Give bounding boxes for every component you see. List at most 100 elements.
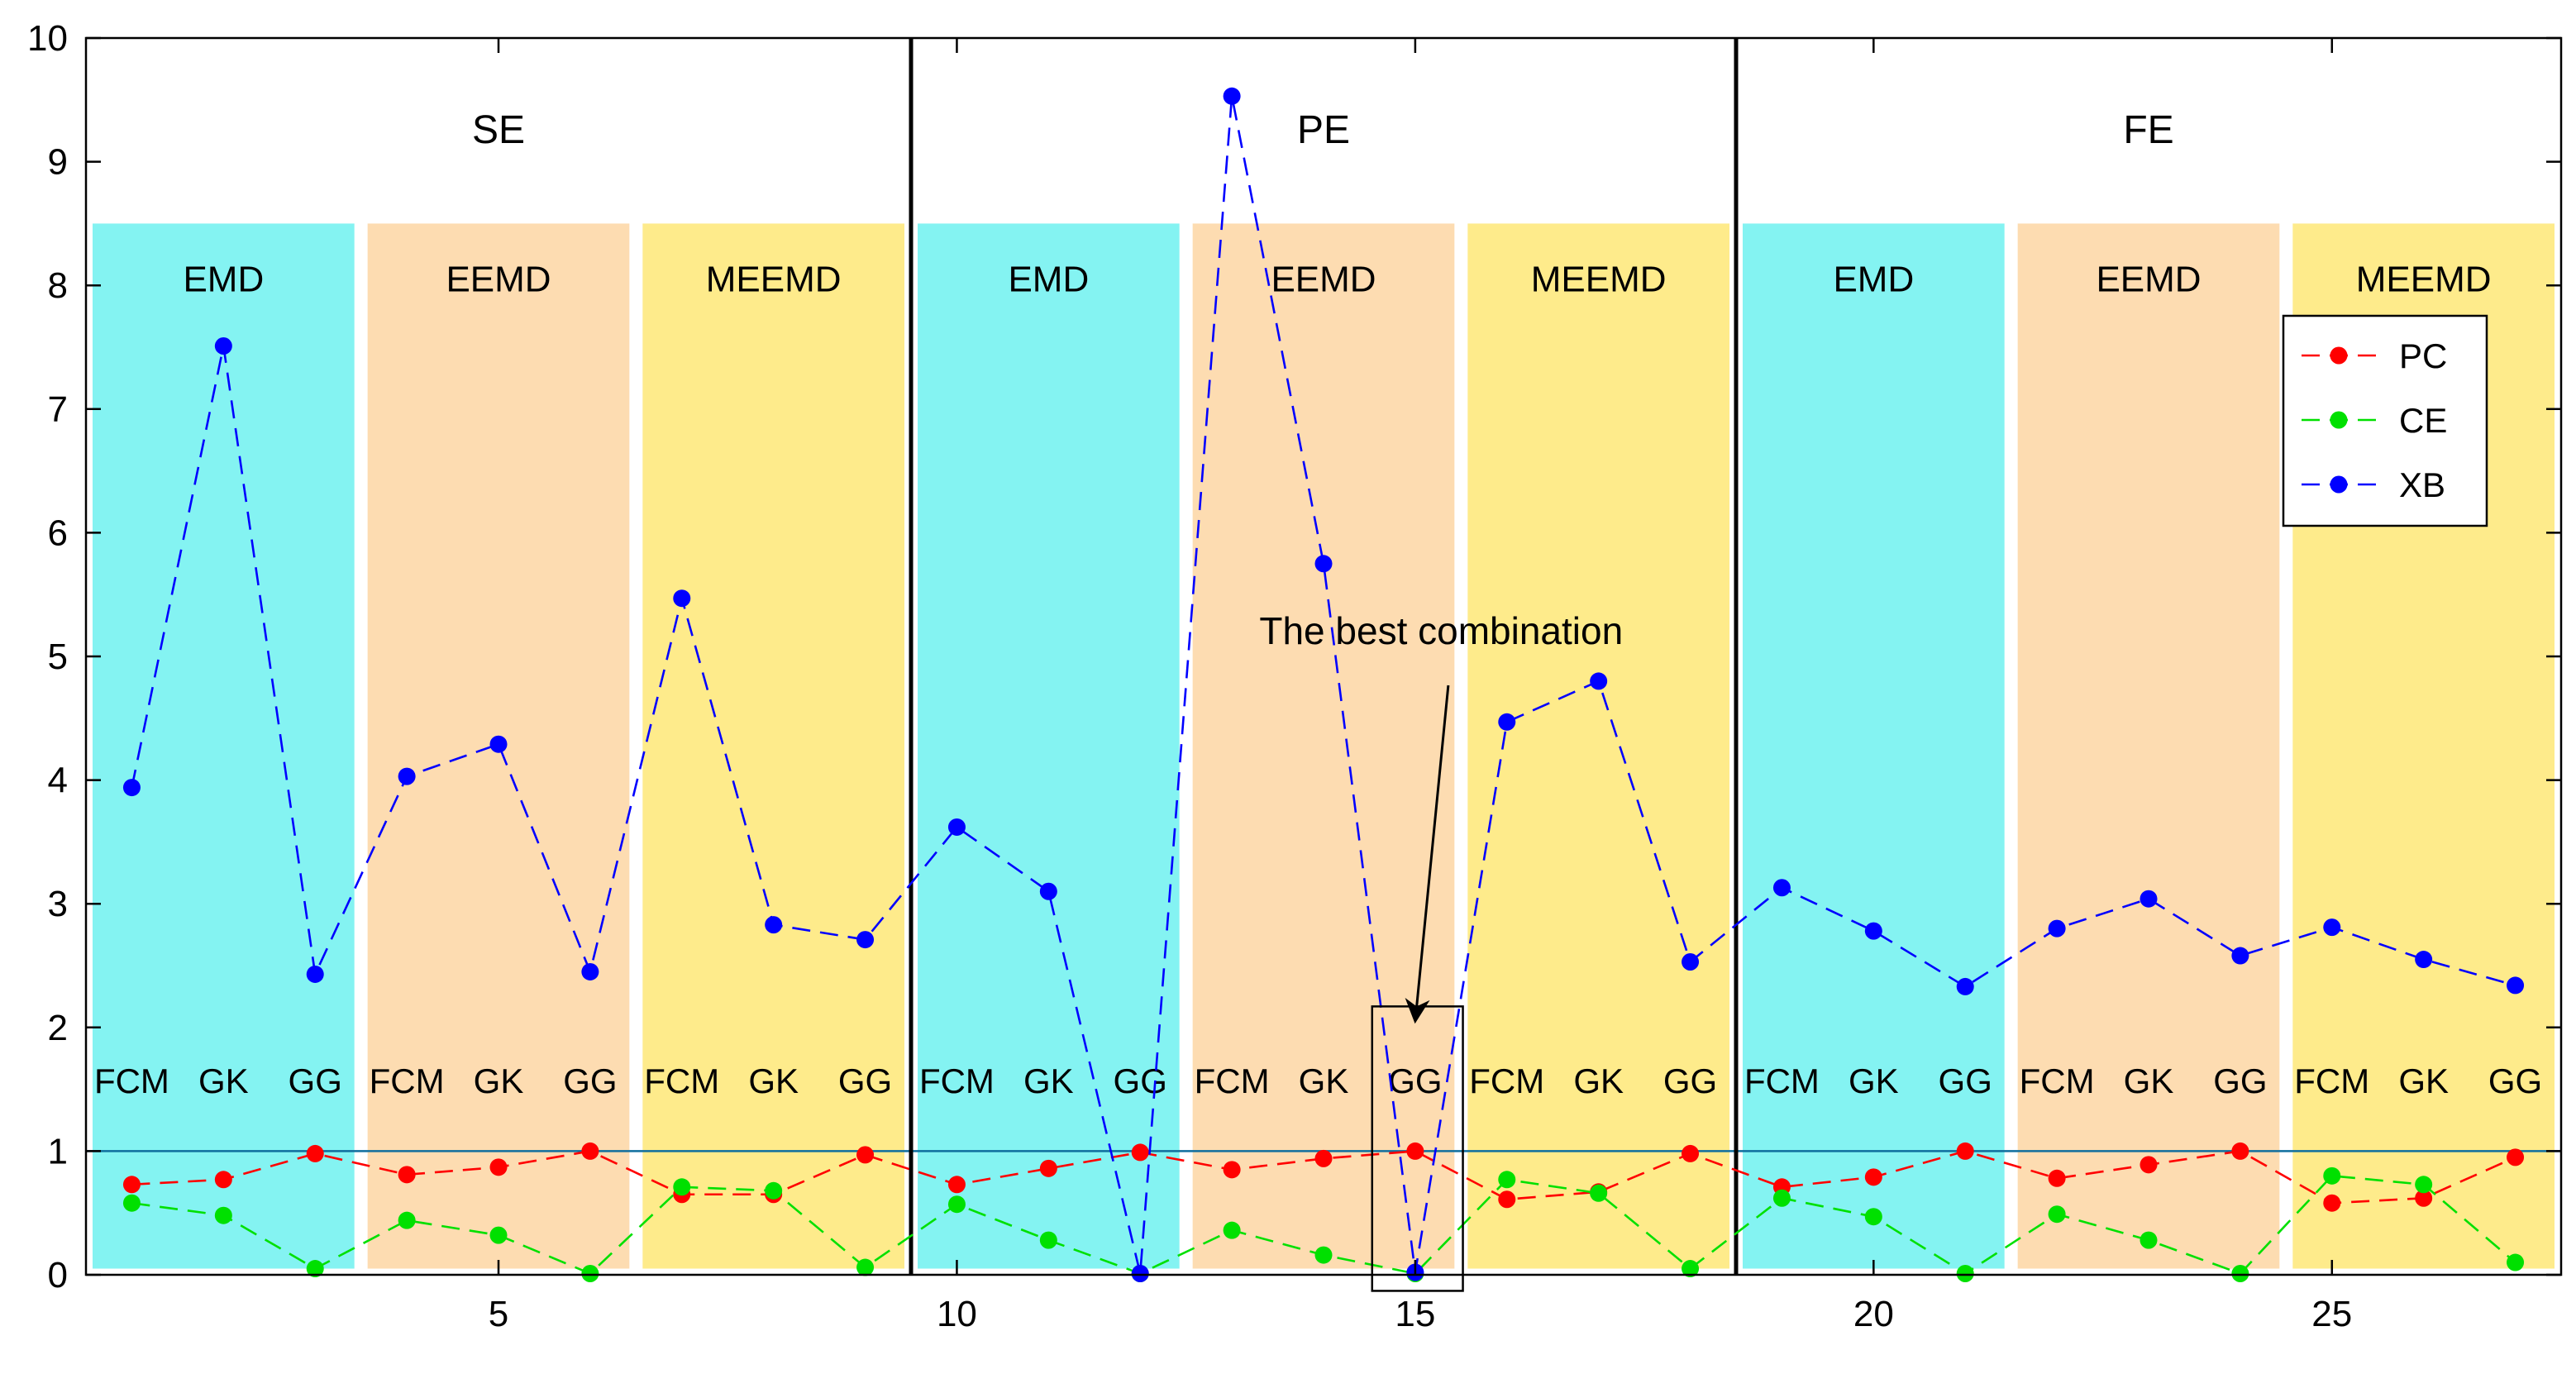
- method-bands: [93, 223, 2555, 1269]
- point-ce-13: [1223, 1221, 1241, 1239]
- method-label-4: EEMD: [1271, 260, 1376, 300]
- y-tick-label-6: 6: [48, 513, 68, 553]
- algorithm-label-26: GK: [2398, 1062, 2449, 1100]
- point-xb-12: [1131, 1265, 1149, 1283]
- y-tick-label-8: 8: [48, 265, 68, 306]
- point-pc-16: [1498, 1190, 1516, 1209]
- point-pc-22: [2048, 1169, 2066, 1187]
- point-xb-27: [2507, 976, 2525, 995]
- algorithm-label-5: GK: [474, 1062, 524, 1100]
- point-pc-11: [1039, 1159, 1057, 1177]
- point-pc-2: [214, 1171, 232, 1189]
- point-ce-22: [2048, 1205, 2066, 1224]
- legend-marker-ce: [2330, 411, 2348, 429]
- point-ce-7: [673, 1178, 691, 1196]
- method-band-5: [1467, 223, 1729, 1269]
- algorithm-label-16: FCM: [1469, 1062, 1544, 1100]
- point-xb-5: [489, 735, 508, 753]
- algorithm-label-20: GK: [1849, 1062, 1899, 1100]
- point-ce-10: [947, 1195, 966, 1214]
- point-pc-6: [581, 1142, 599, 1160]
- point-pc-26: [2415, 1189, 2433, 1207]
- point-pc-25: [2323, 1194, 2341, 1212]
- annotation-arrow: [1405, 685, 1450, 1024]
- point-xb-17: [1590, 672, 1608, 690]
- algorithm-label-11: GK: [1023, 1062, 1074, 1100]
- method-label-3: EMD: [1008, 260, 1089, 300]
- algorithm-label-8: GK: [748, 1062, 799, 1100]
- method-band-3: [918, 223, 1180, 1269]
- algorithm-label-3: GG: [289, 1062, 342, 1100]
- point-ce-5: [489, 1226, 508, 1244]
- x-tick-label-25: 25: [2311, 1294, 2352, 1334]
- group-label-1: PE: [1297, 108, 1350, 152]
- algorithm-label-7: FCM: [644, 1062, 719, 1100]
- legend-marker-pc: [2330, 346, 2348, 365]
- point-xb-21: [1956, 977, 1974, 995]
- point-ce-17: [1590, 1184, 1608, 1202]
- point-xb-18: [1682, 953, 1700, 971]
- point-pc-1: [122, 1176, 141, 1194]
- point-ce-24: [2231, 1265, 2249, 1283]
- algorithm-label-18: GG: [1663, 1062, 1717, 1100]
- point-xb-4: [398, 767, 416, 785]
- method-label-6: EMD: [1833, 260, 1914, 300]
- point-pc-12: [1131, 1143, 1149, 1162]
- point-pc-9: [856, 1146, 875, 1164]
- y-tick-label-9: 9: [48, 142, 68, 183]
- point-xb-7: [673, 589, 691, 608]
- method-band-6: [1743, 223, 2005, 1269]
- legend-label-pc: PC: [2399, 336, 2447, 375]
- algorithm-label-6: GG: [563, 1062, 617, 1100]
- y-tick-label-10: 10: [27, 18, 68, 59]
- point-xb-16: [1498, 713, 1516, 731]
- algorithm-label-22: FCM: [2020, 1062, 2095, 1100]
- algorithm-label-12: GG: [1114, 1062, 1167, 1100]
- point-pc-27: [2507, 1148, 2525, 1166]
- algorithm-label-15: GG: [1388, 1062, 1442, 1100]
- region-labels: EMD EEMD MEEMD EMD EEMD MEEMD EMD EEMD MEEMD SE PE…: [94, 108, 2542, 1100]
- point-xb-6: [581, 962, 599, 980]
- series-line-pc: [131, 1150, 2516, 1205]
- point-ce-11: [1039, 1231, 1057, 1249]
- point-ce-25: [2323, 1166, 2341, 1185]
- point-xb-26: [2415, 951, 2433, 969]
- point-ce-8: [765, 1181, 783, 1200]
- point-ce-23: [2140, 1231, 2158, 1249]
- point-ce-2: [214, 1206, 232, 1224]
- algorithm-label-10: FCM: [919, 1062, 995, 1100]
- point-ce-19: [1772, 1189, 1791, 1207]
- point-pc-15: [1406, 1142, 1424, 1160]
- algorithm-label-9: GG: [838, 1062, 892, 1100]
- algorithm-label-13: FCM: [1195, 1062, 1270, 1100]
- series-lines: [122, 87, 2525, 1283]
- axes: 0 1 2 3 4 5 6 7 8 9 10 5 10 15 20 25: [27, 18, 2563, 1334]
- point-xb-23: [2140, 890, 2158, 908]
- point-xb-9: [856, 931, 875, 949]
- legend-label-ce: CE: [2399, 401, 2447, 440]
- annotation-text: The best combination: [1259, 609, 1623, 652]
- x-tick-label-5: 5: [489, 1294, 508, 1334]
- method-label-5: MEEMD: [1531, 260, 1667, 300]
- x-tick-label-10: 10: [937, 1294, 977, 1334]
- legend-label-xb: XB: [2399, 465, 2445, 504]
- point-ce-27: [2507, 1253, 2525, 1271]
- legend-marker-xb: [2330, 475, 2348, 494]
- point-pc-14: [1314, 1149, 1333, 1167]
- group-label-2: FE: [2123, 108, 2173, 152]
- y-tick-label-3: 3: [48, 884, 68, 924]
- group-label-0: SE: [472, 108, 525, 152]
- x-tick-label-15: 15: [1395, 1294, 1435, 1334]
- algorithm-label-27: GG: [2488, 1062, 2542, 1100]
- point-xb-1: [122, 779, 141, 797]
- algorithm-label-14: GK: [1299, 1062, 1349, 1100]
- method-band-2: [642, 223, 904, 1269]
- point-ce-21: [1956, 1265, 1974, 1283]
- point-xb-13: [1223, 87, 1241, 105]
- point-xb-14: [1314, 555, 1333, 573]
- algorithm-label-17: GK: [1573, 1062, 1624, 1100]
- point-pc-24: [2231, 1142, 2249, 1160]
- point-pc-13: [1223, 1161, 1241, 1179]
- group-dividers: [909, 38, 1739, 1275]
